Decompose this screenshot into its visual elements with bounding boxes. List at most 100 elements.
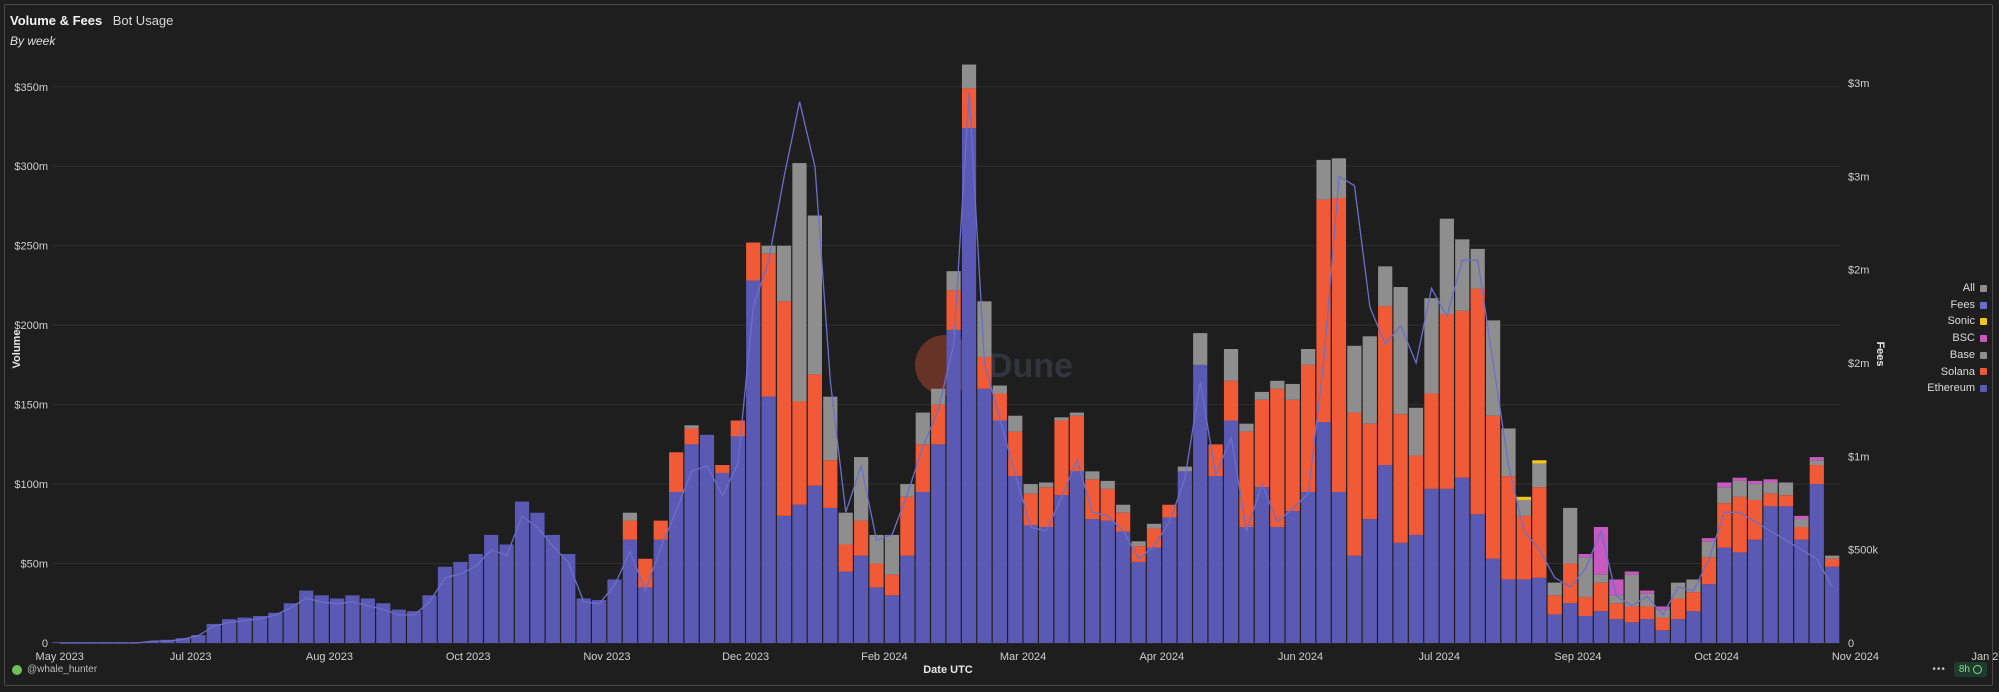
bar-stack [746,242,761,643]
bar-ethereum [884,595,900,643]
more-options-icon[interactable]: ••• [1932,664,1946,675]
bar-base [1131,541,1146,547]
bar-solana [869,563,884,588]
bar-ethereum [191,635,206,643]
x-tick-label: Apr 2024 [1139,651,1184,663]
bar-solana [1593,582,1609,612]
bar-base [684,425,699,429]
bar-stack [1100,480,1115,643]
bar-base [1023,484,1038,494]
bar-stack [191,635,206,643]
bar-ethereum [222,619,237,643]
bar-base [1794,519,1809,527]
legend-item-solana[interactable]: Solana [1927,364,1987,381]
legend-item-base[interactable]: Base [1927,347,1987,364]
bar-solana [1794,526,1809,540]
bar-stack [1455,239,1470,643]
bar-solana [1393,414,1408,543]
y2-tick-label: $2m [1848,265,1869,277]
bar-ethereum [1146,547,1162,643]
bar-stack [1670,582,1686,643]
bar-stack [992,385,1007,643]
legend-item-bsc[interactable]: BSC [1927,330,1987,347]
refresh-badge[interactable]: 8h [1953,662,1987,677]
legend-swatch [1980,368,1987,376]
bar-ethereum [1624,622,1639,643]
y-tick-label: $300m [14,161,48,173]
legend-label: Ethereum [1927,382,1975,395]
bar-solana [1748,499,1763,540]
bar-stack [391,609,406,643]
bar-stack [52,642,67,643]
bar-solana [1501,476,1516,580]
bar-stack [715,465,730,643]
bar-stack [1794,515,1809,643]
bar-solana [761,253,776,397]
bar-stack [1131,541,1146,643]
bar-solana [1146,528,1162,548]
bar-base [915,412,930,445]
bar-ethereum [283,603,298,643]
bar-base [1470,248,1485,289]
bar-stack [1778,482,1794,643]
bar-stack [283,603,298,643]
bar-solana [1825,558,1840,567]
bar-ethereum [1778,506,1794,643]
bar-stack [1054,417,1069,643]
legend-item-all[interactable]: All [1927,280,1987,297]
bar-ethereum [1378,465,1393,643]
bar-ethereum [823,507,838,643]
legend-item-fees[interactable]: Fees [1927,297,1987,314]
bar-solana [1655,617,1670,631]
bar-ethereum [1347,555,1362,643]
fees-line [59,92,1833,644]
bar-ethereum [1655,630,1670,643]
legend-item-sonic[interactable]: Sonic [1927,313,1987,330]
bar-base [1732,480,1747,497]
bar-stack [1655,606,1670,643]
footer-user[interactable]: @whale_hunter [12,664,97,675]
y2-tick-label: $3m [1848,78,1869,90]
bar-stack [1470,248,1485,643]
bar-stack [1347,345,1362,643]
legend-item-ethereum[interactable]: Ethereum [1927,380,1987,397]
bar-stack [730,420,745,643]
bar-base [838,512,853,545]
bar-stack [900,484,915,643]
x-tick-label: Oct 2023 [446,651,491,663]
bar-bsc [1732,477,1747,481]
bar-stack [622,512,638,643]
bar-stack [1809,457,1824,643]
bar-stack [437,566,453,643]
bar-stack [1532,460,1547,643]
bar-stack [1362,336,1377,643]
bar-ethereum [1686,611,1701,643]
bar-solana [1809,465,1824,485]
bar-solana [1609,603,1624,620]
bar-base [1193,333,1208,365]
bar-stack [1146,523,1162,643]
bar-base [1485,320,1501,416]
bar-ethereum [1038,526,1054,643]
bar-stack [1563,507,1578,643]
user-avatar-icon [12,664,22,675]
bar-stack [1439,218,1454,643]
bar-ethereum [946,329,961,643]
bar-ethereum [1193,364,1208,643]
bar-bsc [1717,482,1732,488]
bar-ethereum [607,579,622,643]
chart-tab-label[interactable]: Bot Usage [112,13,174,28]
bar-ethereum [299,590,314,643]
bar-solana [1116,512,1131,532]
bar-solana [1563,563,1578,604]
bar-ethereum [561,554,576,643]
bar-ethereum [1516,579,1532,643]
legend-label: Sonic [1947,315,1975,328]
bar-stack [329,598,345,643]
bar-ethereum [653,539,668,643]
bar-stack [576,598,591,643]
bar-solana [1347,412,1362,556]
bar-ethereum [1054,495,1069,643]
bar-ethereum [1254,487,1269,643]
bar-stack [1285,383,1300,643]
